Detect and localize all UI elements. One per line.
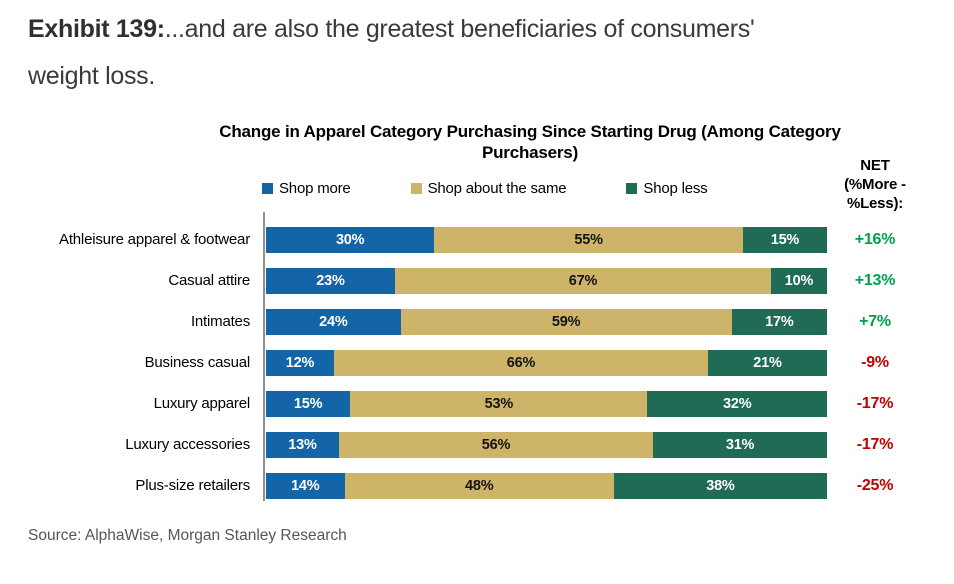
bar-segment-shop-more: 24% bbox=[266, 308, 401, 335]
chart-row: Luxury accessories 13% 56% 31% -17% bbox=[28, 424, 938, 465]
bar-value-label: 21% bbox=[753, 354, 782, 371]
legend-swatch-shop-more-icon bbox=[262, 183, 273, 194]
category-label: Athleisure apparel & footwear bbox=[59, 231, 250, 248]
bar-segment-shop-less: 38% bbox=[613, 472, 828, 499]
net-value: -17% bbox=[856, 435, 894, 453]
net-value: +16% bbox=[854, 230, 896, 248]
legend-swatch-shop-same-icon bbox=[410, 183, 422, 194]
legend-item-shop-more: Shop more bbox=[262, 180, 351, 197]
bar-segment-shop-less: 31% bbox=[653, 431, 827, 458]
bar-segment-shop-more: 12% bbox=[266, 349, 334, 376]
stacked-bar: 23% 67% 10% bbox=[266, 267, 827, 294]
bar-segment-shop-about-the-same: 67% bbox=[395, 267, 771, 294]
chart-rows: Athleisure apparel & footwear 30% 55% 15% +1… bbox=[28, 219, 938, 506]
category-label: Casual attire bbox=[168, 272, 250, 289]
bar-value-label: 67% bbox=[568, 272, 598, 289]
net-column-header: NET (%More - %Less): bbox=[844, 157, 906, 212]
category-label: Business casual bbox=[144, 354, 251, 371]
bar-value-label: 10% bbox=[784, 272, 814, 289]
bar-value-label: 14% bbox=[291, 477, 320, 494]
bar-segment-shop-about-the-same: 56% bbox=[338, 431, 654, 458]
bar-segment-shop-more: 13% bbox=[266, 431, 339, 458]
legend-label: Shop about the same bbox=[427, 180, 567, 197]
bar-value-label: 55% bbox=[574, 231, 603, 248]
legend-item-shop-less: Shop less bbox=[626, 180, 708, 197]
stacked-bar: 14% 48% 38% bbox=[266, 472, 828, 499]
legend-label: Shop more bbox=[279, 180, 351, 197]
bar-value-label: 53% bbox=[484, 395, 514, 412]
exhibit-number: Exhibit 139: bbox=[28, 15, 165, 43]
bar-value-label: 15% bbox=[770, 231, 800, 248]
exhibit-title: Exhibit 139:...and are also the greatest… bbox=[28, 6, 933, 100]
chart-row: Athleisure apparel & footwear 30% 55% 15% +1… bbox=[28, 219, 938, 260]
net-value: +13% bbox=[854, 271, 896, 289]
legend-item-shop-same: Shop about the same bbox=[410, 180, 567, 197]
bar-segment-shop-less: 10% bbox=[770, 267, 827, 294]
bar-value-label: 13% bbox=[288, 436, 317, 453]
bar-value-label: 12% bbox=[285, 354, 315, 371]
bar-segment-shop-about-the-same: 59% bbox=[400, 308, 732, 335]
bar-segment-shop-less: 17% bbox=[731, 308, 827, 335]
category-label: Luxury apparel bbox=[153, 395, 251, 412]
chart-row: Business casual 12% 66% 21% -9% bbox=[28, 342, 938, 383]
bar-segment-shop-more: 14% bbox=[266, 472, 345, 499]
stacked-bar: 12% 66% 21% bbox=[266, 349, 827, 376]
bar-value-label: 48% bbox=[464, 477, 494, 494]
chart-row: Plus-size retailers 14% 48% 38% -25% bbox=[28, 465, 938, 506]
bar-value-label: 30% bbox=[335, 231, 365, 248]
stacked-bar: 30% 55% 15% bbox=[266, 226, 827, 253]
bar-value-label: 66% bbox=[506, 354, 536, 371]
bar-segment-shop-more: 15% bbox=[266, 390, 351, 417]
net-value: +7% bbox=[859, 312, 891, 330]
chart-row: Luxury apparel 15% 53% 32% -17% bbox=[28, 383, 938, 424]
legend-swatch-shop-less-icon bbox=[626, 183, 638, 194]
bar-segment-shop-less: 32% bbox=[647, 390, 827, 417]
bar-value-label: 31% bbox=[725, 436, 755, 453]
stacked-bar: 24% 59% 17% bbox=[266, 308, 827, 335]
chart-row: Intimates 24% 59% 17% +7% bbox=[28, 301, 938, 342]
bar-value-label: 38% bbox=[706, 477, 735, 494]
chart-title: Change in Apparel Category Purchasing Si… bbox=[219, 122, 841, 162]
category-label: Intimates bbox=[190, 313, 250, 330]
bar-value-label: 32% bbox=[723, 395, 752, 412]
chart-row: Casual attire 23% 67% 10% +13% bbox=[28, 260, 938, 301]
bar-value-label: 24% bbox=[319, 313, 348, 330]
net-value: -9% bbox=[861, 353, 889, 371]
stacked-bar: 15% 53% 32% bbox=[266, 390, 827, 417]
bar-segment-shop-more: 30% bbox=[266, 226, 435, 253]
source-attribution: Source: AlphaWise, Morgan Stanley Resear… bbox=[28, 527, 347, 544]
bar-segment-shop-about-the-same: 55% bbox=[434, 226, 743, 253]
category-label: Plus-size retailers bbox=[135, 477, 250, 494]
bar-value-label: 56% bbox=[481, 436, 511, 453]
bar-segment-shop-about-the-same: 53% bbox=[350, 390, 648, 417]
bar-segment-shop-about-the-same: 66% bbox=[334, 349, 708, 376]
net-value: -25% bbox=[856, 476, 894, 494]
bar-value-label: 23% bbox=[316, 272, 345, 289]
chart-legend: Shop more Shop about the same Shop less bbox=[262, 180, 708, 197]
bar-value-label: 17% bbox=[765, 313, 794, 330]
bar-value-label: 15% bbox=[293, 395, 323, 412]
exhibit-title-text: ...and are also the greatest beneficiari… bbox=[28, 15, 755, 90]
bar-segment-shop-more: 23% bbox=[266, 267, 396, 294]
bar-segment-shop-less: 15% bbox=[742, 226, 827, 253]
category-label: Luxury accessories bbox=[125, 436, 250, 453]
legend-label: Shop less bbox=[643, 180, 708, 197]
bar-segment-shop-about-the-same: 48% bbox=[344, 472, 614, 499]
y-axis-line bbox=[263, 212, 265, 501]
bar-value-label: 59% bbox=[551, 313, 581, 330]
bar-segment-shop-less: 21% bbox=[708, 349, 827, 376]
stacked-bar: 13% 56% 31% bbox=[266, 431, 827, 458]
net-value: -17% bbox=[856, 394, 894, 412]
